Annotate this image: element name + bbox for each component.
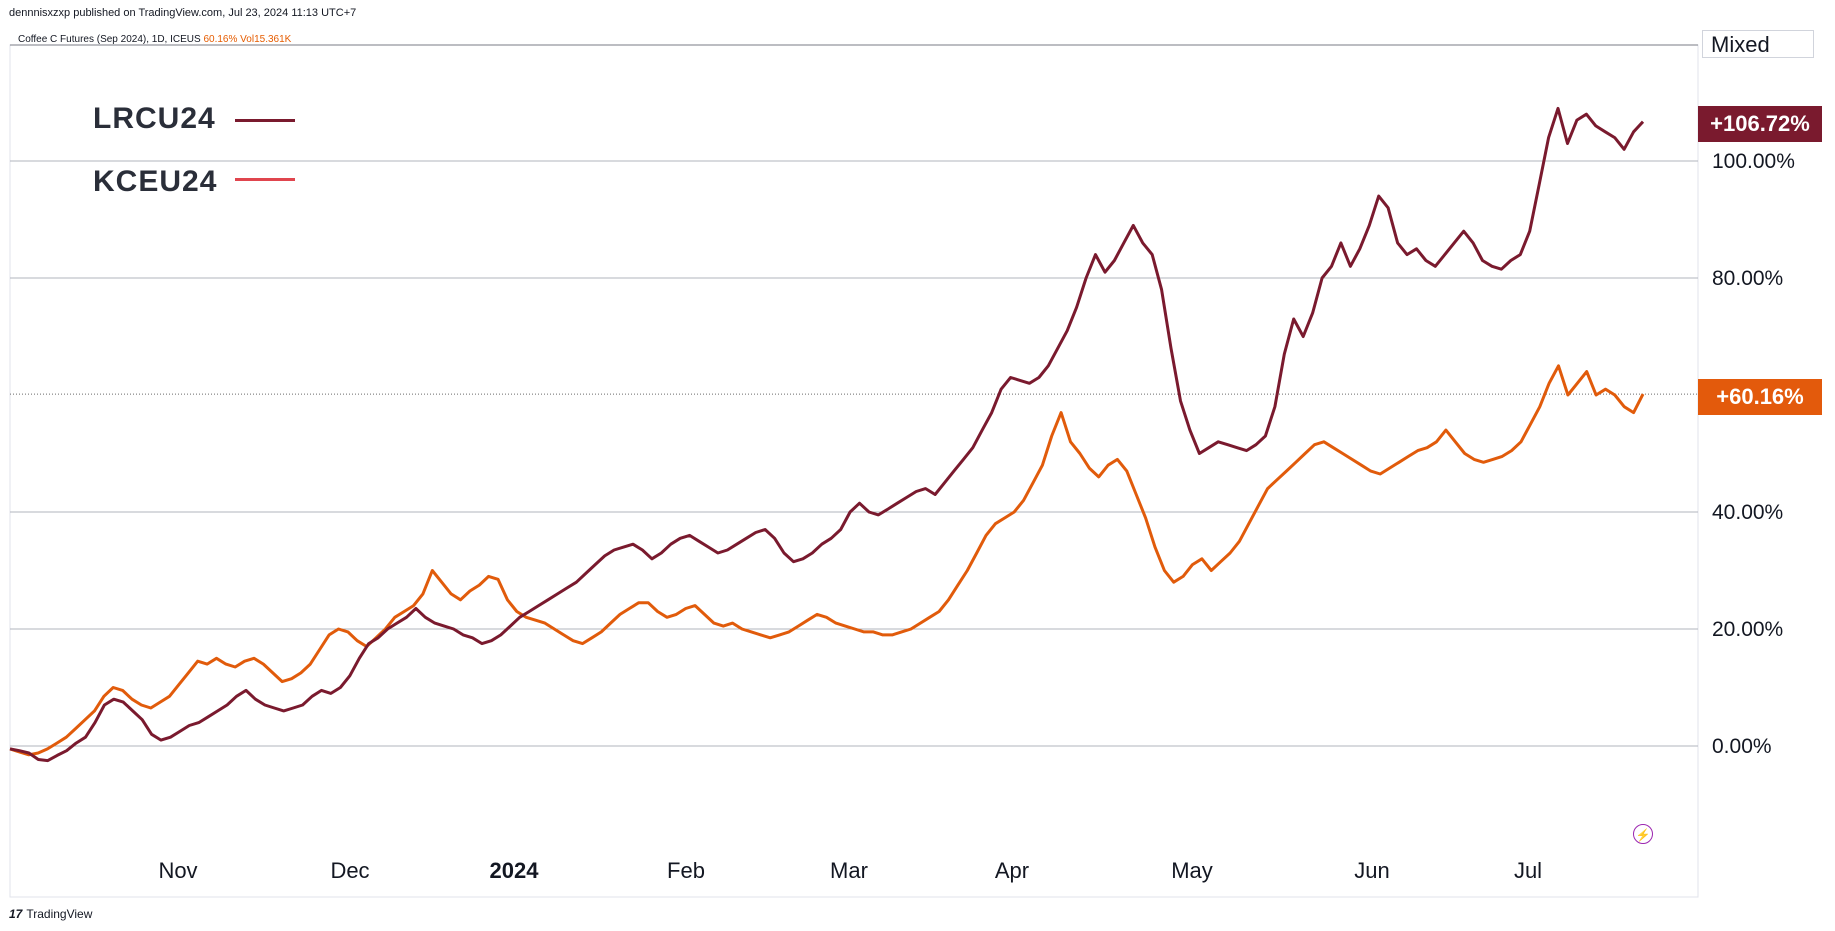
y-tick: 80.00%: [1712, 267, 1784, 290]
tradingview-logo-icon: 17: [9, 907, 23, 921]
brand-name: TradingView: [26, 907, 93, 921]
legend-line-2: [235, 178, 295, 181]
series-line-kceu24: [9, 364, 1645, 757]
x-tick: Jun: [1354, 858, 1390, 883]
scale-mode-button[interactable]: Mixed: [1702, 30, 1814, 58]
x-tick: Dec: [330, 858, 370, 883]
x-tick: Jul: [1513, 858, 1543, 883]
series-line-lrcu24: [9, 106, 1645, 763]
legend-line-1: [235, 119, 295, 122]
x-tick: Mar: [830, 858, 868, 883]
x-tick: Nov: [158, 858, 198, 883]
symbol-info: Coffee C Futures (Sep 2024), 1D, ICEUS 6…: [18, 34, 291, 45]
lightning-icon[interactable]: ⚡: [1633, 824, 1653, 844]
legend-series-1: LRCU24: [93, 102, 216, 135]
tradingview-footer: 17 TradingView: [9, 907, 92, 921]
legend-series-2: KCEU24: [93, 165, 218, 198]
symbol-volume: Vol15.361K: [240, 34, 292, 45]
y-tick: 0.00%: [1712, 735, 1772, 758]
y-tick: 100.00%: [1712, 150, 1795, 173]
plot-frame: [9, 44, 1699, 898]
x-tick: May: [1171, 858, 1213, 883]
x-tick: Apr: [994, 858, 1030, 883]
price-tag-lrcu24: +106.72%: [1698, 106, 1822, 142]
y-tick: 20.00%: [1712, 618, 1784, 641]
price-tag-kceu24: +60.16%: [1698, 379, 1822, 415]
x-tick: 2024: [489, 858, 539, 883]
x-tick: Feb: [667, 858, 705, 883]
publish-info: dennnisxzxp published on TradingView.com…: [9, 7, 357, 19]
symbol-name: Coffee C Futures (Sep 2024), 1D, ICEUS: [18, 34, 201, 45]
y-tick: 40.00%: [1712, 501, 1784, 524]
symbol-change: 60.16%: [203, 34, 238, 45]
